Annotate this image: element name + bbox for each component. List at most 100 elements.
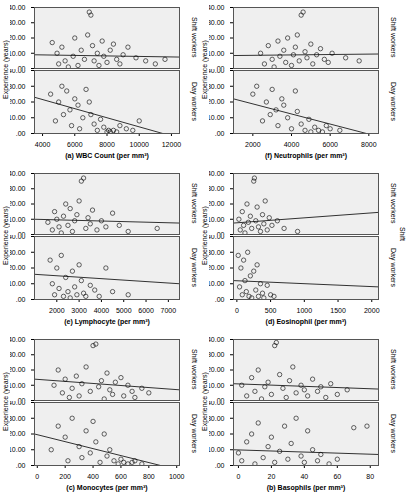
svg-text:40.00: 40.00 (209, 69, 225, 74)
svg-text:40.00: 40.00 (209, 401, 225, 406)
svg-text:1500: 1500 (330, 307, 346, 314)
svg-text:30.00: 30.00 (10, 185, 26, 192)
svg-text:(f) Neutrophils (per mm³): (f) Neutrophils (per mm³) (265, 152, 347, 160)
svg-text:2000: 2000 (245, 141, 261, 148)
svg-text:30.00: 30.00 (209, 82, 225, 89)
svg-text:40.00: 40.00 (10, 401, 26, 406)
svg-text:0: 0 (35, 473, 39, 480)
svg-text:40.00: 40.00 (10, 235, 26, 240)
svg-text:0: 0 (236, 473, 240, 480)
svg-text:10.00: 10.00 (10, 49, 26, 56)
svg-text:30.00: 30.00 (10, 19, 26, 26)
svg-text:20.00: 20.00 (10, 34, 26, 41)
svg-text:40.00: 40.00 (209, 235, 225, 240)
svg-text:(e) Lymphocyte (per mm³): (e) Lymphocyte (per mm³) (64, 318, 150, 326)
svg-text:20.00: 20.00 (209, 200, 225, 207)
svg-text:10000: 10000 (129, 141, 149, 148)
html-text:Shift workers: Shift workers (190, 183, 198, 224)
svg-text:.00: .00 (215, 462, 225, 469)
svg-text:.00: .00 (215, 296, 225, 303)
html-text:Shift workers: Shift workers (389, 17, 397, 58)
svg-text:800: 800 (143, 473, 155, 480)
svg-text:2000: 2000 (49, 307, 65, 314)
svg-text:0: 0 (235, 307, 239, 314)
svg-text:10.00: 10.00 (209, 114, 225, 121)
svg-text:40.00: 40.00 (10, 69, 26, 74)
svg-text:40.00: 40.00 (209, 5, 225, 11)
svg-text:40.00: 40.00 (209, 171, 225, 177)
svg-text:10.00: 10.00 (209, 381, 225, 388)
svg-text:20.00: 20.00 (10, 200, 26, 207)
svg-text:(d) Eosinophil (per mm³): (d) Eosinophil (per mm³) (266, 318, 347, 326)
svg-text:.00: .00 (16, 296, 26, 303)
html-text:Experience (years): Experience (years) (1, 40, 9, 100)
svg-text:7000: 7000 (161, 307, 177, 314)
svg-text:.00: .00 (16, 462, 26, 469)
svg-text:1000: 1000 (169, 473, 185, 480)
svg-text:20: 20 (267, 473, 275, 480)
svg-text:10.00: 10.00 (10, 215, 26, 222)
svg-text:6000: 6000 (67, 141, 83, 148)
html-text:Day workers: Day workers (190, 248, 198, 287)
svg-text:40.00: 40.00 (10, 5, 26, 11)
svg-text:80: 80 (366, 473, 374, 480)
svg-text:3000: 3000 (71, 307, 87, 314)
svg-text:10.00: 10.00 (209, 49, 225, 56)
svg-text:20.00: 20.00 (10, 98, 26, 105)
svg-text:20.00: 20.00 (209, 366, 225, 373)
svg-text:30.00: 30.00 (209, 248, 225, 255)
svg-text:30.00: 30.00 (209, 185, 225, 192)
svg-text:40.00: 40.00 (10, 337, 26, 343)
html-text:Day workers: Day workers (190, 82, 198, 121)
svg-text:10.00: 10.00 (10, 280, 26, 287)
svg-text:20.00: 20.00 (209, 34, 225, 41)
svg-text:60: 60 (333, 473, 341, 480)
svg-text:20.00: 20.00 (209, 264, 225, 271)
svg-text:6000: 6000 (322, 141, 338, 148)
svg-text:20.00: 20.00 (10, 430, 26, 437)
svg-text:10.00: 10.00 (10, 446, 26, 453)
svg-text:8000: 8000 (361, 141, 377, 148)
svg-text:.00: .00 (215, 130, 225, 137)
svg-text:(b) Basophils (per mm³): (b) Basophils (per mm³) (267, 484, 346, 492)
svg-text:1000: 1000 (297, 307, 313, 314)
svg-text:20.00: 20.00 (209, 98, 225, 105)
svg-text:600: 600 (115, 473, 127, 480)
svg-text:40.00: 40.00 (10, 171, 26, 177)
html-text:Experience (years): Experience (years) (1, 206, 9, 266)
svg-text:5000: 5000 (116, 307, 132, 314)
svg-text:6000: 6000 (138, 307, 154, 314)
svg-text:4000: 4000 (94, 307, 110, 314)
svg-text:40: 40 (300, 473, 308, 480)
html-text:Day workers: Day workers (389, 82, 397, 121)
svg-text:20.00: 20.00 (10, 366, 26, 373)
svg-text:10.00: 10.00 (209, 215, 225, 222)
svg-text:10.00: 10.00 (209, 280, 225, 287)
svg-text:.00: .00 (16, 130, 26, 137)
svg-text:12000: 12000 (162, 141, 182, 148)
html-text:Experience (years): Experience (years) (200, 40, 208, 100)
svg-text:30.00: 30.00 (10, 351, 26, 358)
svg-text:30.00: 30.00 (209, 19, 225, 26)
svg-text:400: 400 (87, 473, 99, 480)
svg-text:(c) Monocytes (per mm³): (c) Monocytes (per mm³) (66, 484, 147, 492)
svg-text:8000: 8000 (99, 141, 115, 148)
svg-text:10.00: 10.00 (10, 381, 26, 388)
svg-text:4000: 4000 (284, 141, 300, 148)
svg-text:(a) WBC Count (per mm³): (a) WBC Count (per mm³) (65, 152, 149, 160)
svg-text:500: 500 (265, 307, 277, 314)
svg-text:20.00: 20.00 (10, 264, 26, 271)
svg-text:200: 200 (59, 473, 71, 480)
svg-text:30.00: 30.00 (10, 82, 26, 89)
svg-text:10.00: 10.00 (209, 446, 225, 453)
svg-text:10.00: 10.00 (10, 114, 26, 121)
svg-text:40.00: 40.00 (209, 337, 225, 343)
svg-text:30.00: 30.00 (10, 248, 26, 255)
svg-text:30.00: 30.00 (209, 351, 225, 358)
svg-text:4000: 4000 (35, 141, 51, 148)
svg-text:20.00: 20.00 (209, 430, 225, 437)
svg-text:2000: 2000 (364, 307, 380, 314)
html-text:Shift workers: Shift workers (190, 17, 198, 58)
svg-text:30.00: 30.00 (209, 414, 225, 421)
svg-text:30.00: 30.00 (10, 414, 26, 421)
